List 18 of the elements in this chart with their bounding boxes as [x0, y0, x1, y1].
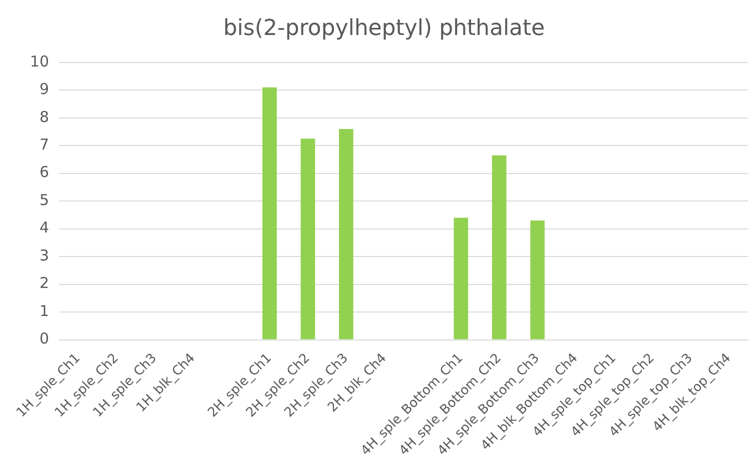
y-tick-label: 10 — [30, 52, 50, 70]
y-tick-label: 1 — [40, 302, 50, 320]
bar — [530, 220, 545, 340]
y-tick-label: 0 — [40, 330, 50, 348]
y-tick-label: 9 — [40, 80, 50, 98]
bar — [338, 128, 354, 340]
y-tick-label: 5 — [40, 190, 50, 209]
bar — [300, 138, 316, 340]
y-tick-label: 8 — [40, 108, 50, 126]
bar — [492, 155, 506, 340]
y-tick-label: 4 — [40, 218, 50, 237]
y-tick-label: 3 — [40, 246, 50, 264]
bar — [454, 218, 468, 340]
chart-title: bis(2-propylheptyl) phthalate — [223, 16, 545, 41]
bar — [262, 87, 277, 340]
y-tick-label: 6 — [40, 163, 50, 182]
y-tick-label: 2 — [40, 274, 50, 292]
y-tick-label: 7 — [40, 136, 50, 154]
